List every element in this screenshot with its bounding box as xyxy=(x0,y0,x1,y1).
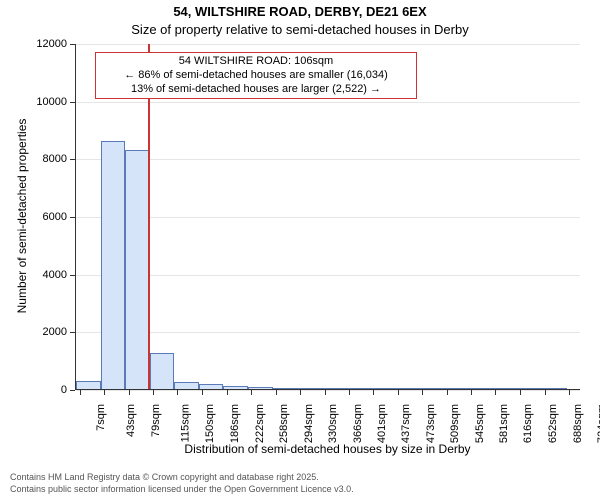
x-tick-mark xyxy=(129,390,130,395)
x-tick-label: 652sqm xyxy=(547,404,559,443)
y-tick-label: 12000 xyxy=(0,38,67,50)
histogram-bar xyxy=(494,388,519,389)
x-tick-mark xyxy=(153,390,154,395)
grid-line xyxy=(76,217,580,218)
x-tick-mark xyxy=(349,390,350,395)
x-tick-label: 330sqm xyxy=(327,404,339,443)
histogram-bar xyxy=(518,388,543,389)
x-tick-label: 509sqm xyxy=(449,404,461,443)
histogram-bar xyxy=(395,388,420,389)
grid-line xyxy=(76,275,580,276)
y-tick-mark xyxy=(70,159,75,160)
x-tick-label: 401sqm xyxy=(376,404,388,443)
y-tick-mark xyxy=(70,275,75,276)
footer-line2: Contains public sector information licen… xyxy=(10,484,354,494)
x-tick-label: 724sqm xyxy=(596,404,600,443)
histogram-bar xyxy=(101,141,126,389)
x-tick-label: 366sqm xyxy=(352,404,364,443)
grid-line xyxy=(76,159,580,160)
y-tick-mark xyxy=(70,102,75,103)
x-tick-mark xyxy=(202,390,203,395)
x-tick-mark xyxy=(276,390,277,395)
x-tick-mark xyxy=(520,390,521,395)
chart-container: 54, WILTSHIRE ROAD, DERBY, DE21 6EX Size… xyxy=(0,0,600,500)
x-tick-label: 581sqm xyxy=(499,404,511,443)
histogram-bar xyxy=(420,388,445,389)
x-tick-mark xyxy=(177,390,178,395)
y-tick-mark xyxy=(70,44,75,45)
x-tick-label: 473sqm xyxy=(425,404,437,443)
x-tick-label: 79sqm xyxy=(150,404,162,437)
y-tick-label: 4000 xyxy=(0,269,67,281)
x-tick-mark xyxy=(569,390,570,395)
footer-line1: Contains HM Land Registry data © Crown c… xyxy=(10,472,319,482)
y-tick-label: 0 xyxy=(0,384,67,396)
x-tick-mark xyxy=(251,390,252,395)
histogram-bar xyxy=(469,388,494,389)
histogram-bar xyxy=(297,388,322,389)
y-tick-label: 10000 xyxy=(0,96,67,108)
x-tick-label: 688sqm xyxy=(572,404,584,443)
histogram-bar xyxy=(322,388,347,389)
x-tick-label: 43sqm xyxy=(125,404,137,437)
histogram-bar xyxy=(445,388,470,389)
y-tick-mark xyxy=(70,332,75,333)
x-tick-mark xyxy=(325,390,326,395)
x-tick-label: 545sqm xyxy=(474,404,486,443)
chart-title-line1: 54, WILTSHIRE ROAD, DERBY, DE21 6EX xyxy=(0,4,600,19)
histogram-bar xyxy=(174,382,199,389)
x-tick-label: 115sqm xyxy=(180,404,192,442)
annotation-box: 54 WILTSHIRE ROAD: 106sqm ← 86% of semi-… xyxy=(95,52,417,99)
x-tick-mark xyxy=(545,390,546,395)
y-tick-label: 6000 xyxy=(0,211,67,223)
x-tick-mark xyxy=(447,390,448,395)
x-tick-mark xyxy=(300,390,301,395)
x-tick-label: 186sqm xyxy=(229,404,241,443)
histogram-bar xyxy=(199,384,224,389)
annotation-line-3: 13% of semi-detached houses are larger (… xyxy=(100,83,412,97)
y-tick-mark xyxy=(70,390,75,391)
chart-title-line2: Size of property relative to semi-detach… xyxy=(0,22,600,37)
x-tick-label: 222sqm xyxy=(254,404,266,443)
x-tick-mark xyxy=(422,390,423,395)
grid-line xyxy=(76,102,580,103)
x-tick-mark xyxy=(227,390,228,395)
annotation-line-2: ← 86% of semi-detached houses are smalle… xyxy=(100,69,412,83)
histogram-bar xyxy=(273,388,298,389)
histogram-bar xyxy=(371,388,396,389)
grid-line xyxy=(76,44,580,45)
x-tick-mark xyxy=(80,390,81,395)
grid-line xyxy=(76,390,580,391)
histogram-bar xyxy=(248,387,273,389)
histogram-bar xyxy=(125,150,150,389)
x-tick-mark xyxy=(398,390,399,395)
y-tick-label: 2000 xyxy=(0,326,67,338)
x-tick-label: 258sqm xyxy=(278,404,290,443)
y-tick-label: 8000 xyxy=(0,153,67,165)
grid-line xyxy=(76,332,580,333)
histogram-bar xyxy=(223,386,248,389)
x-tick-label: 437sqm xyxy=(400,404,412,443)
x-tick-label: 7sqm xyxy=(95,404,107,431)
x-axis-label: Distribution of semi-detached houses by … xyxy=(75,442,580,456)
x-tick-mark xyxy=(471,390,472,395)
histogram-bar xyxy=(150,353,175,389)
annotation-line-1: 54 WILTSHIRE ROAD: 106sqm xyxy=(100,55,412,69)
histogram-bar xyxy=(543,388,568,389)
x-tick-label: 150sqm xyxy=(205,404,217,443)
x-tick-mark xyxy=(373,390,374,395)
x-tick-label: 294sqm xyxy=(303,404,315,443)
x-tick-mark xyxy=(104,390,105,395)
histogram-bar xyxy=(346,388,371,389)
histogram-bar xyxy=(76,381,101,389)
x-tick-mark xyxy=(495,390,496,395)
y-tick-mark xyxy=(70,217,75,218)
x-tick-label: 616sqm xyxy=(523,404,535,443)
